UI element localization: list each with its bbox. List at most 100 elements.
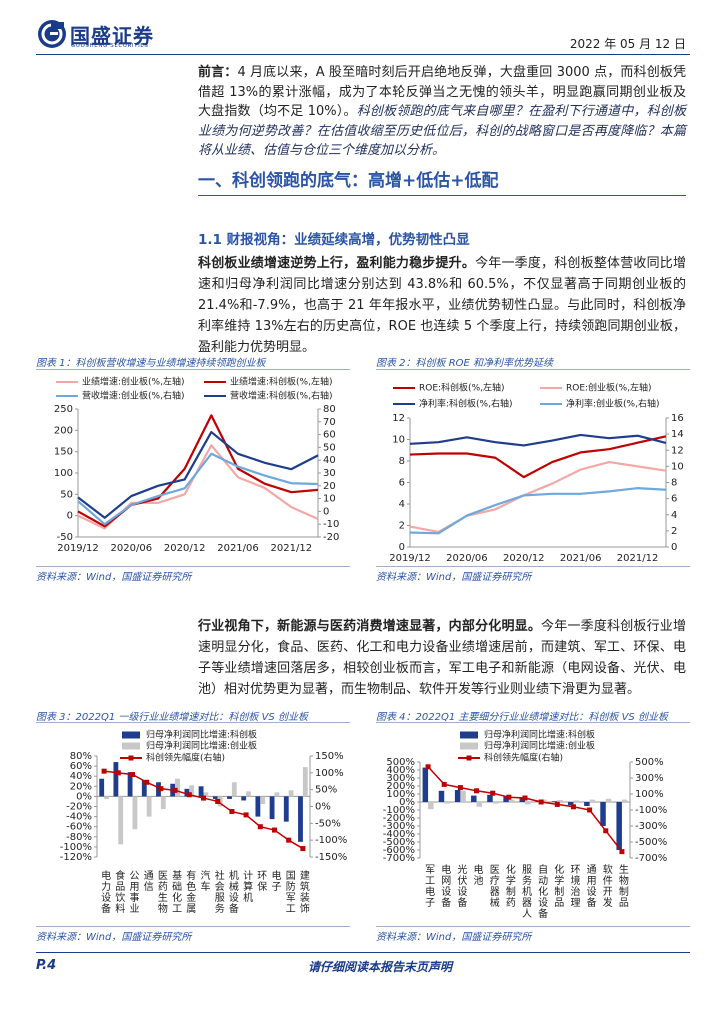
y2-tick-label: 500% (635, 757, 664, 768)
intro-questions: 科创板领跑的底气来自哪里？在盈利下行通道中，科创板业绩为何逆势改善？在估值收缩至… (198, 104, 686, 158)
bar (503, 796, 509, 802)
y2-tick-label: 20 (323, 481, 336, 492)
legend-label: 营收增速:科创板(%,右轴) (230, 390, 332, 402)
bar (146, 796, 152, 817)
y2-tick-label: 12 (671, 445, 684, 456)
line-marker (619, 849, 625, 855)
paragraph: 科创板业绩增速逆势上行，盈利能力稳步提升。今年一季度，科创板整体营收同比增速和归… (198, 253, 686, 358)
x-tick-label: 2021/06 (217, 543, 259, 554)
y-tick-label: -60% (66, 822, 92, 833)
x-tick-label: 通信 (141, 870, 153, 892)
line-marker (457, 785, 463, 791)
legend-swatch (122, 742, 140, 750)
y2-tick-label: 6 (671, 494, 677, 505)
y-tick-label: -500% (383, 837, 415, 848)
legend-label: 归母净利润同比增速:创业板 (146, 740, 257, 752)
bar (438, 790, 445, 802)
bar (589, 799, 596, 802)
legend-label: 科创领先幅度(右轴) (146, 752, 225, 764)
line-marker (474, 788, 480, 794)
bar (584, 802, 590, 806)
y2-tick-label: 16 (671, 413, 684, 424)
bar (141, 780, 147, 797)
y-tick-label: 0 (399, 542, 405, 553)
x-tick-label: 医药生物 (155, 870, 167, 914)
y2-tick-label: 30 (323, 468, 336, 479)
y-tick-label: -400% (383, 829, 415, 840)
y-tick-label: -200% (383, 813, 415, 824)
bar (621, 799, 628, 802)
y-tick-label: 250 (54, 404, 73, 415)
bar (444, 802, 450, 804)
bar (241, 796, 247, 801)
y2-tick-label: 10 (323, 494, 336, 505)
y-tick-label: 10 (392, 435, 405, 446)
legend-label: 营收增速:创业板(%,右轴) (82, 390, 184, 402)
y-tick-label: 2 (399, 521, 405, 532)
intro-label: 前言： (198, 65, 238, 80)
y-tick-label: 200 (54, 425, 73, 436)
line-marker (538, 799, 544, 805)
bar (557, 800, 563, 802)
y-tick-label: 100% (386, 789, 415, 800)
legend-swatch (460, 731, 478, 739)
x-tick-label: 化学制药 (503, 863, 515, 908)
legend-label: 业绩增速:科创板(%,左轴) (230, 376, 332, 388)
y2-tick-label: 60 (323, 430, 336, 441)
bar (231, 782, 237, 797)
bar (616, 802, 622, 850)
line-series (409, 460, 667, 534)
y-tick-label: 300% (386, 773, 415, 784)
x-tick-label: 2020/06 (446, 553, 488, 564)
y-tick-label: 50 (60, 489, 73, 500)
y-tick-label: -40% (66, 812, 92, 823)
x-tick-label: 化学制品 (552, 863, 564, 908)
x-tick-label: 软件开发 (600, 863, 612, 908)
line-marker (425, 764, 431, 770)
line-marker (144, 779, 150, 785)
bar (573, 800, 579, 802)
bar (203, 792, 209, 797)
bar (508, 799, 515, 802)
x-tick-label: 医疗器械 (487, 864, 499, 908)
line-marker (101, 768, 107, 774)
legend-label: 净利率:创业板(%,右轴) (566, 398, 659, 410)
y2-tick-label: -500% (635, 837, 667, 848)
line-marker (243, 812, 249, 818)
legend-swatch (466, 755, 472, 761)
paragraph-lead: 科创板业绩增速逆势上行，盈利能力稳步提升。 (198, 256, 476, 271)
bar (422, 767, 429, 802)
y2-tick-label: 50 (323, 442, 336, 453)
bar (541, 799, 547, 802)
y2-tick-label: 10 (671, 461, 684, 472)
y2-tick-label: -700% (635, 853, 667, 864)
y2-tick-label: -100% (315, 835, 347, 846)
y-tick-label: 80% (70, 751, 92, 762)
line-marker (286, 837, 292, 843)
legend-swatch (128, 755, 134, 761)
y2-tick-label: -150% (315, 852, 347, 863)
legend-swatch (122, 731, 140, 739)
bar (302, 767, 308, 797)
brand: 国盛证券 (70, 24, 154, 48)
bar (246, 791, 251, 797)
x-tick-label: 国防军工 (283, 870, 295, 914)
section-rule (198, 195, 686, 196)
figure-title: 图表 4：2022Q1 主要细分行业业绩增速对比：科创板 VS 创业板 (376, 712, 668, 723)
line-marker (229, 809, 235, 815)
paragraph-text: 今年一季度科创板行业增速明显分化，食品、医药、化工和电力设备业绩增速居前，而建筑… (198, 619, 686, 697)
figure-source: 资料来源：Wind，国盛证券研究所 (36, 932, 192, 943)
x-tick-label: 基础化工 (170, 869, 182, 914)
x-tick-label: 公用事业 (127, 870, 139, 914)
y2-tick-label: -100% (635, 805, 667, 816)
x-tick-label: 2020/06 (111, 543, 153, 554)
bar (460, 790, 466, 802)
bar (454, 790, 461, 802)
figure-source: 资料来源：Wind，国盛证券研究所 (376, 572, 532, 583)
y-tick-label: 100 (54, 468, 73, 479)
y-tick-label: 8 (399, 456, 405, 467)
line-marker (570, 804, 576, 810)
bar (605, 798, 612, 802)
y2-tick-label: 0 (323, 506, 329, 517)
